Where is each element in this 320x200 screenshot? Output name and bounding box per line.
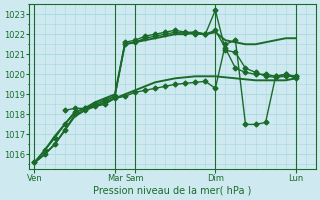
X-axis label: Pression niveau de la mer( hPa ): Pression niveau de la mer( hPa )	[93, 186, 252, 196]
